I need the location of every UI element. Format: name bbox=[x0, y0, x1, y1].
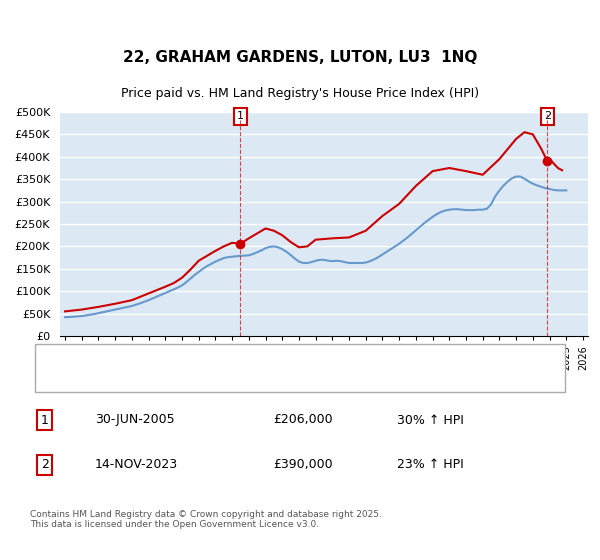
Text: £206,000: £206,000 bbox=[273, 413, 332, 427]
FancyBboxPatch shape bbox=[35, 344, 565, 392]
Text: 30% ↑ HPI: 30% ↑ HPI bbox=[397, 413, 464, 427]
Text: 14-NOV-2023: 14-NOV-2023 bbox=[95, 458, 178, 472]
Text: HPI: Average price, semi-detached house, Luton: HPI: Average price, semi-detached house,… bbox=[84, 375, 352, 385]
Text: Contains HM Land Registry data © Crown copyright and database right 2025.
This d: Contains HM Land Registry data © Crown c… bbox=[30, 510, 382, 529]
Text: 23% ↑ HPI: 23% ↑ HPI bbox=[397, 458, 464, 472]
Text: HPI: Average price, semi-detached house, Luton: HPI: Average price, semi-detached house,… bbox=[84, 375, 352, 385]
Text: £390,000: £390,000 bbox=[273, 458, 332, 472]
Text: 22, GRAHAM GARDENS, LUTON, LU3  1NQ: 22, GRAHAM GARDENS, LUTON, LU3 1NQ bbox=[123, 50, 477, 65]
Text: 30-JUN-2005: 30-JUN-2005 bbox=[95, 413, 175, 427]
Text: 1: 1 bbox=[237, 111, 244, 122]
Text: 22, GRAHAM GARDENS, LUTON, LU3 1NQ (semi-detached house): 22, GRAHAM GARDENS, LUTON, LU3 1NQ (semi… bbox=[84, 352, 446, 362]
Text: 1: 1 bbox=[41, 413, 49, 427]
Text: 22, GRAHAM GARDENS, LUTON, LU3 1NQ (semi-detached house): 22, GRAHAM GARDENS, LUTON, LU3 1NQ (semi… bbox=[84, 352, 446, 362]
Text: Price paid vs. HM Land Registry's House Price Index (HPI): Price paid vs. HM Land Registry's House … bbox=[121, 87, 479, 100]
Text: 2: 2 bbox=[544, 111, 551, 122]
Text: 2: 2 bbox=[41, 458, 49, 472]
